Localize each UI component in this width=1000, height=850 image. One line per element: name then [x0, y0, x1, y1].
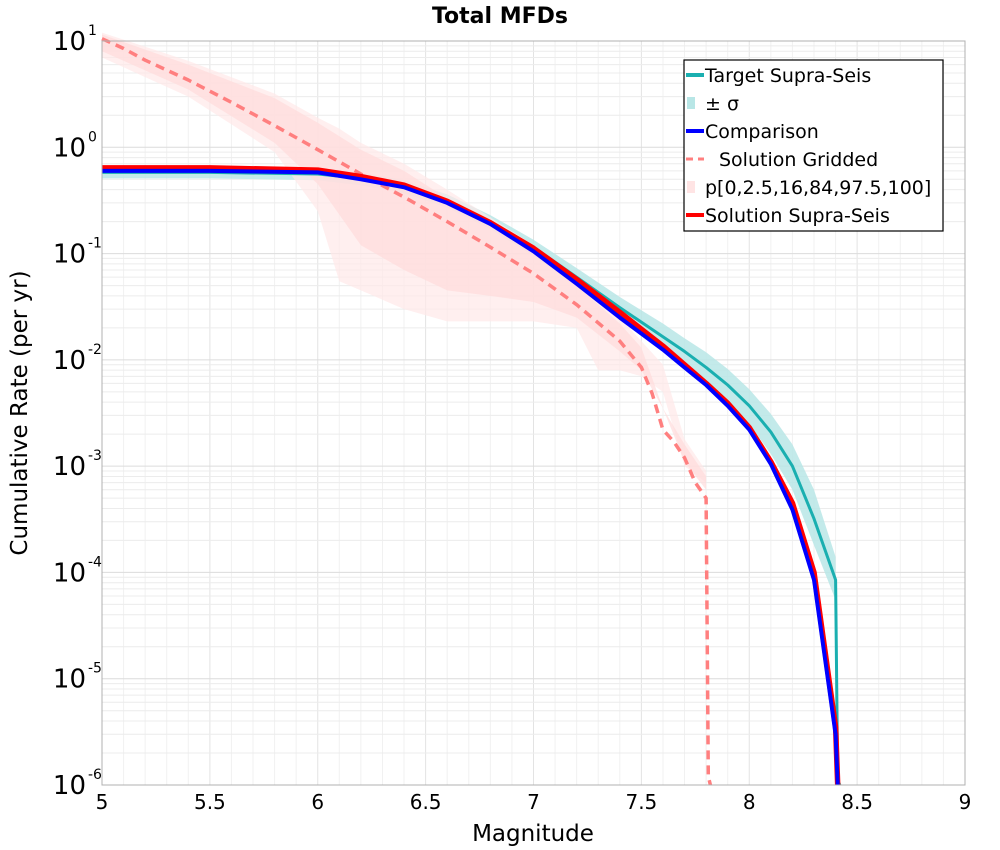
plot-frame	[101, 40, 966, 786]
legend: Target Supra-Seis ± σ Comparison Solution G…	[683, 59, 944, 232]
y-tick-label: 10	[53, 346, 86, 376]
x-tick-label: 8.5	[841, 790, 873, 814]
y-tick-exponent: -2	[88, 342, 102, 358]
x-tick-labels: 5 5.5 6 6.5 7 7.5 8 8.5 9	[96, 790, 972, 814]
x-tick-label: 8	[743, 790, 756, 814]
y-tick-label: 10	[53, 133, 86, 163]
bands	[102, 32, 836, 600]
y-tick-label: 10	[53, 665, 86, 695]
y-tick-label: 10	[53, 558, 86, 588]
legend-label: Comparison	[705, 121, 819, 143]
band-2	[102, 34, 707, 490]
x-tick-label: 5.5	[194, 790, 226, 814]
series-solution-gridded	[101, 37, 713, 786]
y-tick-exponent: 0	[88, 129, 97, 145]
x-tick-label: 6	[311, 790, 324, 814]
chart-title: Total MFDs	[432, 4, 568, 29]
legend-label: Target Supra-Seis	[704, 65, 871, 87]
x-tick-label: 5	[96, 790, 109, 814]
y-tick-label: 10	[53, 240, 86, 270]
x-tick-label: 7	[527, 790, 540, 814]
y-tick-exponent: -1	[88, 236, 102, 252]
x-tick-label: 7.5	[625, 790, 657, 814]
y-tick-exponent: -3	[88, 448, 102, 464]
legend-swatch	[687, 181, 695, 193]
y-axis-label: Cumulative Rate (per yr)	[7, 270, 33, 555]
legend-swatch	[687, 97, 695, 109]
y-tick-exponent: 1	[88, 23, 97, 39]
series-lines	[101, 37, 842, 786]
legend-box	[683, 59, 944, 232]
legend-label: ± σ	[705, 93, 739, 115]
y-tick-label: 10	[53, 452, 86, 482]
y-tick-exponent: -5	[88, 661, 102, 677]
y-tick-label: 10	[53, 771, 86, 801]
x-tick-label: 6.5	[410, 790, 442, 814]
y-tick-label: 10	[53, 27, 86, 57]
legend-label: Solution Gridded	[719, 149, 878, 171]
y-tick-exponent: -4	[88, 554, 102, 570]
legend-label: Solution Supra-Seis	[705, 205, 890, 227]
x-axis-label: Magnitude	[472, 821, 594, 847]
y-tick-exponent: -6	[88, 767, 102, 783]
series-comparison	[102, 168, 840, 786]
legend-label: p[0,2.5,16,84,97.5,100]	[705, 177, 931, 199]
x-tick-label: 9	[959, 790, 972, 814]
series-solution-supra-seis	[102, 165, 841, 786]
